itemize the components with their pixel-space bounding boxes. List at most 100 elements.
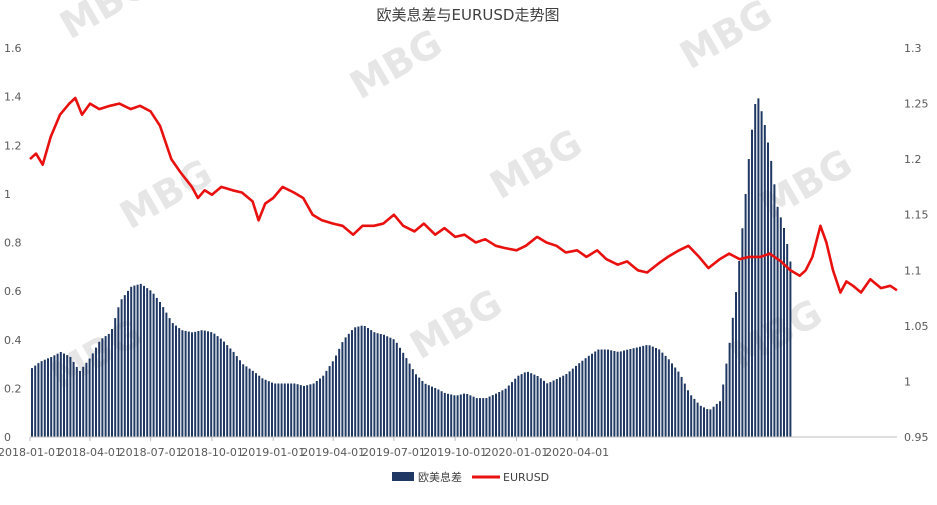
watermark-mbg: MBG (403, 281, 510, 368)
spread-bar (661, 352, 664, 437)
spread-bar (703, 407, 705, 437)
spread-bar (591, 353, 593, 437)
spread-bar (584, 358, 587, 437)
x-tick-label: 2018-04-01 (58, 446, 122, 459)
spread-bar (559, 377, 561, 437)
spread-bar (587, 355, 590, 437)
spread-bar (495, 393, 497, 437)
spread-bar (754, 104, 757, 437)
spread-bar (747, 159, 750, 437)
spread-bar (639, 346, 641, 437)
spread-bar (623, 350, 625, 437)
spread-bar (43, 359, 46, 437)
spread-bar (786, 244, 789, 437)
spread-bar (539, 378, 542, 437)
spread-bar (447, 393, 449, 437)
spread-bar (712, 406, 715, 437)
spread-bar (200, 330, 203, 437)
spread-bar (655, 348, 657, 437)
spread-bar (536, 376, 539, 437)
spread-bar (66, 355, 69, 437)
spread-bar (389, 337, 392, 437)
spread-bar (642, 345, 645, 437)
right-axis-ticks: 0.95 1 1.05 1.1 1.15 1.2 1.25 1.3 (904, 42, 929, 444)
spread-bar (143, 285, 145, 437)
spread-bar (482, 398, 485, 437)
spread-bar (63, 353, 65, 437)
spread-bar (347, 333, 350, 437)
spread-bar (402, 352, 405, 437)
spread-bar (472, 396, 475, 437)
x-tick-label: 2019-04-01 (301, 446, 365, 459)
spread-bar (187, 331, 190, 437)
spread-bar (517, 375, 520, 437)
spread-bar (303, 385, 305, 437)
spread-bar (194, 331, 197, 437)
spread-bar (405, 358, 408, 437)
right-tick-label: 1.1 (904, 264, 922, 277)
left-axis-ticks: 0 0.2 0.4 0.6 0.8 1 1.2 1.4 1.6 (4, 42, 22, 444)
spread-bar (235, 356, 238, 437)
spread-bar (229, 348, 232, 437)
spread-bar (341, 342, 344, 437)
spread-bar (171, 323, 174, 437)
spread-bar (757, 98, 760, 438)
spread-bar (735, 292, 737, 437)
spread-bar (223, 341, 225, 437)
spread-bar (309, 384, 312, 437)
spread-bar (319, 378, 321, 437)
spread-bar (72, 361, 75, 437)
spread-bar (239, 360, 241, 437)
spread-bar (683, 383, 686, 437)
spread-bar (255, 373, 257, 437)
spread-bar (616, 351, 619, 437)
spread-bar (568, 371, 571, 437)
spread-bar (360, 325, 363, 437)
spread-bar (664, 355, 667, 437)
spread-bar (370, 330, 373, 437)
right-tick-label: 1.2 (904, 153, 922, 166)
spread-bar (251, 370, 254, 437)
spread-bar (373, 332, 376, 437)
spread-bar (357, 326, 360, 437)
spread-bar (79, 370, 81, 437)
spread-bar (248, 368, 251, 437)
spread-bar (578, 363, 581, 437)
legend-label-bars: 欧美息差 (418, 470, 462, 484)
spread-bar (123, 295, 126, 437)
spread-bar (671, 363, 673, 437)
spread-bar (485, 398, 488, 437)
spread-bar (95, 347, 97, 437)
spread-bar (440, 391, 443, 437)
spread-bar (677, 371, 680, 437)
spread-bar (549, 382, 552, 437)
spread-bar (197, 331, 200, 437)
spread-bar (773, 184, 776, 437)
spread-bar (261, 378, 264, 437)
spread-bar (408, 363, 411, 437)
right-tick-label: 1.05 (904, 320, 929, 333)
spread-bar (613, 351, 616, 437)
spread-bar (315, 381, 318, 437)
spread-bar (498, 392, 501, 437)
spread-bar (632, 348, 635, 437)
spread-bar (552, 380, 555, 437)
x-tick-label: 2019-10-01 (423, 446, 487, 459)
spread-bar (469, 395, 472, 437)
spread-bar (658, 349, 661, 437)
spread-bar (687, 390, 689, 437)
spread-bar (216, 336, 219, 437)
spread-bar (50, 357, 53, 437)
spread-bar (152, 293, 155, 437)
right-tick-label: 1.25 (904, 98, 929, 111)
spread-bar (728, 342, 731, 437)
spread-bar (450, 394, 453, 437)
spread-bar (741, 228, 744, 437)
spread-bar (674, 367, 677, 437)
spread-bar (178, 328, 181, 437)
spread-bar (245, 366, 248, 437)
spread-bar (130, 286, 133, 437)
spread-bar (411, 369, 414, 437)
spread-bar (120, 299, 123, 437)
